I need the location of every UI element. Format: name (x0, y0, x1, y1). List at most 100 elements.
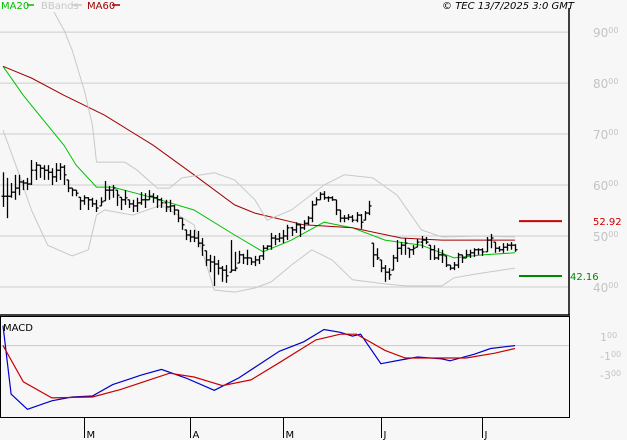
ohlc-bar (342, 215, 347, 223)
ohlc-bar (196, 230, 201, 248)
ohlc-bar (94, 199, 99, 213)
ohlc-bar (21, 179, 26, 191)
ohlc-bar (350, 215, 355, 223)
ohlc-bar (399, 242, 404, 255)
ohlc-bar (212, 255, 217, 286)
price-tick-label: 7000 (593, 128, 618, 142)
ohlc-bar (147, 190, 152, 201)
ohlc-bar (216, 259, 221, 275)
ohlc-bar (367, 200, 372, 216)
ohlc-bar (322, 191, 327, 200)
ohlc-bar (111, 185, 116, 198)
price-level-label: 42.16 (570, 272, 599, 283)
ohlc-bar (395, 240, 400, 262)
ohlc-bar (497, 246, 502, 252)
price-level-label: 52.92 (593, 217, 622, 228)
price-tick-label: 4000 (593, 281, 618, 295)
ohlc-bar (180, 217, 185, 230)
ohlc-bar (444, 255, 449, 268)
ohlc-bar (1, 172, 6, 207)
ohlc-bar (204, 250, 209, 267)
ohlc-bar (135, 197, 140, 213)
ohlc-bar (54, 163, 59, 182)
ohlc-bar (192, 229, 197, 243)
ohlc-bar (241, 253, 246, 265)
ohlc-bar (338, 209, 343, 223)
ohlc-bar (5, 177, 10, 219)
ohlc-bar (74, 189, 79, 197)
macd-tick-label: 100 (600, 331, 617, 344)
ohlc-bar (269, 232, 274, 250)
ohlc-bar (233, 251, 238, 272)
ohlc-bar (29, 160, 34, 186)
ohlc-bar (391, 254, 396, 271)
ohlc-bar (363, 211, 368, 221)
ohlc-bar (164, 199, 169, 213)
ohlc-bar (509, 242, 514, 250)
ohlc-bar (318, 192, 323, 201)
ohlc-bar (424, 237, 429, 245)
ohlc-bar (208, 254, 213, 273)
legend-ma60: MA60 (87, 1, 115, 12)
ohlc-bar (50, 168, 55, 186)
ohlc-bar (249, 257, 254, 266)
ohlc-bar (86, 197, 91, 210)
ohlc-bar (107, 186, 112, 200)
macd-tick-label: -100 (600, 350, 621, 363)
ohlc-bar (62, 165, 67, 186)
macd-lines (1, 325, 569, 410)
indicator-overlays (2, 12, 516, 293)
ohlc-bar (411, 245, 416, 255)
ohlc-bar (25, 177, 30, 191)
ohlc-bar (298, 223, 303, 238)
ohlc-bar (346, 214, 351, 221)
ohlc-bar (310, 200, 315, 223)
ohlc-bar (119, 196, 124, 210)
ohlc-bar (176, 209, 181, 223)
ohlc-bar (290, 226, 295, 236)
ohlc-bar (257, 255, 262, 265)
ohlc-bar (159, 197, 164, 208)
ohlc-bar (273, 234, 278, 246)
ohlc-bar (387, 268, 392, 280)
ohlc-bar (155, 195, 160, 208)
ohlc-bar (489, 233, 494, 249)
month-label: J (484, 430, 488, 440)
macd-title: MACD (3, 323, 33, 334)
price-levels: 52.92 42.16 (519, 217, 622, 283)
ohlc-bar (476, 248, 481, 255)
ohlc-bar (265, 245, 270, 250)
ohlc-bar (151, 193, 156, 203)
ohlc-bar (448, 264, 453, 271)
ohlc-bar (168, 199, 173, 213)
copyright-timestamp: © TEC 13/7/2025 3:0 GMT (442, 1, 575, 12)
ohlc-bar (99, 197, 104, 207)
ohlc-bar (432, 245, 437, 260)
ohlc-bar (493, 241, 498, 253)
ohlc-bar (139, 192, 144, 205)
ohlc-bar (505, 243, 510, 251)
ohlc-bar (379, 259, 384, 273)
ohlc-bar (464, 249, 469, 259)
ohlc-bar (229, 240, 234, 273)
ohlc-bar (285, 224, 290, 241)
ohlc-bar (452, 261, 457, 271)
ma20-line (2, 66, 516, 259)
ohlc-bar (403, 238, 408, 255)
ohlc-bar (302, 220, 307, 230)
ohlc-bar (501, 243, 506, 253)
ohlc-bar (314, 197, 319, 206)
ohlc-bar (42, 165, 47, 180)
ohlc-bar (9, 182, 14, 198)
ohlc-bar (383, 265, 388, 282)
ohlc-bar (34, 162, 39, 180)
ohlc-bar (261, 245, 266, 260)
macd-axis-labels: 100 -100 -300 (600, 331, 621, 382)
ohlc-bar (334, 199, 339, 216)
legend-ma20: MA20 (1, 1, 29, 12)
ohlc-bar (245, 249, 250, 266)
ohlc-bar (237, 250, 242, 264)
bbands-upper-line (53, 12, 516, 238)
